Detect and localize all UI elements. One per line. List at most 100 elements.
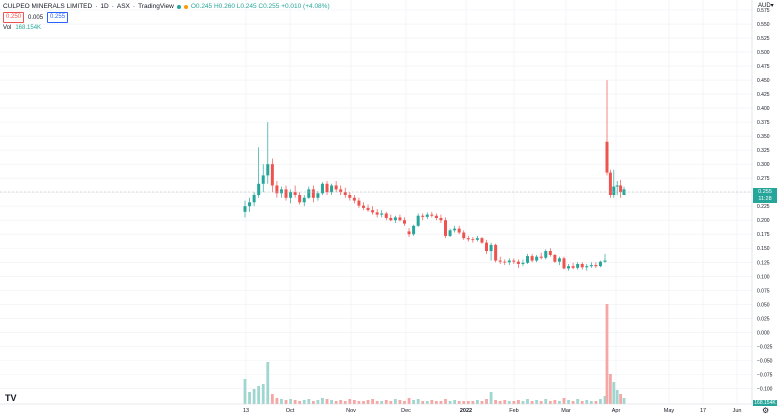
candle-body [243,206,247,212]
price-tick-label: 0.075 [757,288,770,294]
candle-body [507,260,511,263]
candle-body [311,189,315,198]
volume-bar [594,401,598,404]
volume-bar [480,401,484,404]
ask-button[interactable]: 0.255 [47,12,69,23]
candle-body [357,200,361,206]
tradingview-logo-icon[interactable]: TV [5,393,17,403]
price-tick-label: 0.275 [757,176,770,182]
price-tick-label: 0.150 [757,246,770,252]
candle-body [348,194,352,198]
candle-body [535,256,539,261]
candle-body [393,217,397,221]
candle-body [270,164,274,186]
price-tick-label: 0.175 [757,232,770,238]
volume-bar [316,400,320,404]
volume-bar [357,401,361,404]
candle-body [366,207,370,211]
volume-bar [535,400,539,404]
volume-bar [466,401,470,404]
price-tick-label: 0.450 [757,78,770,84]
volume-bar [476,400,479,404]
volume-bar [530,401,534,404]
candle-body [553,254,557,262]
volume-bar [293,400,297,404]
volume-bar [544,399,548,404]
candle-body [279,189,283,194]
volume-bar [371,399,374,404]
time-tick-label: Nov [346,408,356,414]
volume-bar [603,396,607,404]
volume-label[interactable]: Vol [3,25,12,31]
volume-bar [261,384,265,404]
volume-bar [343,401,347,404]
volume-bar [521,401,525,404]
price-tick-label: 0.225 [757,204,770,210]
candle-body [598,261,602,267]
volume-bar [393,399,397,404]
candle-body [330,185,334,193]
volume-bar [243,379,247,404]
volume-bar [444,399,447,404]
candle-body [480,238,484,243]
quote-row: 0.250 0.005 0.255 [3,12,69,23]
time-tick-label: Jun [733,408,742,414]
volume-bar [539,401,543,404]
candle-body [425,214,429,217]
volume-bar [548,401,552,404]
time-tick-label: Apr [612,408,621,414]
volume-value: 168.154K [15,25,42,31]
candle-body [589,265,593,267]
candle-body [544,251,548,258]
volume-bar [471,401,475,404]
candle-body [444,220,448,236]
price-tick-label: 0.525 [757,36,770,42]
time-axis[interactable]: 13 Oct Nov Dec 2022 Feb Mar Apr May 17 Jun [243,408,742,414]
gear-icon[interactable]: ⚙ [762,406,770,415]
volume-bar [485,399,488,404]
volume-legend: Vol 168.154K [3,25,41,31]
volume-bar [248,392,251,404]
symbol-name[interactable]: CULPEO MINERALS LIMITED [3,3,93,10]
price-tick-label: 0.475 [757,64,770,70]
candle-body [453,228,457,231]
volume-bar [339,400,343,404]
volume-bar [421,401,425,404]
volume-bar [609,374,612,404]
volume-bar [270,394,274,404]
candle-body [516,261,520,264]
candle-body [339,189,343,193]
volume-bar [503,400,507,404]
volume-bar [580,401,584,404]
volume-bar [434,401,438,404]
volume-bar [266,362,270,404]
candle-body [539,256,543,258]
candle-body [615,185,619,187]
candle-body [407,231,411,235]
price-tick-label: 0.025 [757,316,770,322]
volume-bar [280,399,283,404]
time-tick-label: 13 [243,408,249,414]
spread-value: 0.005 [28,14,44,21]
volume-bar [526,399,529,404]
candle-body [371,210,375,213]
ohlc-values: O0.245 H0.260 L0.245 C0.255 +0.010 (+4.0… [190,3,330,10]
currency-label[interactable]: AUD▾ [758,3,774,9]
price-tick-label: 0.125 [757,260,770,266]
volume-bar [289,399,292,404]
volume-bar [384,400,388,404]
candle-body [462,232,466,239]
volume-bar [325,399,329,404]
volume-bar [412,400,416,404]
volume-bar [407,398,411,404]
bid-button[interactable]: 0.250 [3,12,25,23]
time-tick-label: 17 [700,408,706,414]
candle-body [605,141,609,173]
candle-body [466,238,470,240]
volume-bar [576,399,580,404]
interval-label[interactable]: 1D [100,3,109,10]
price-tick-label: 0.400 [757,106,770,112]
candle-body [389,217,393,221]
candle-body [457,228,461,233]
